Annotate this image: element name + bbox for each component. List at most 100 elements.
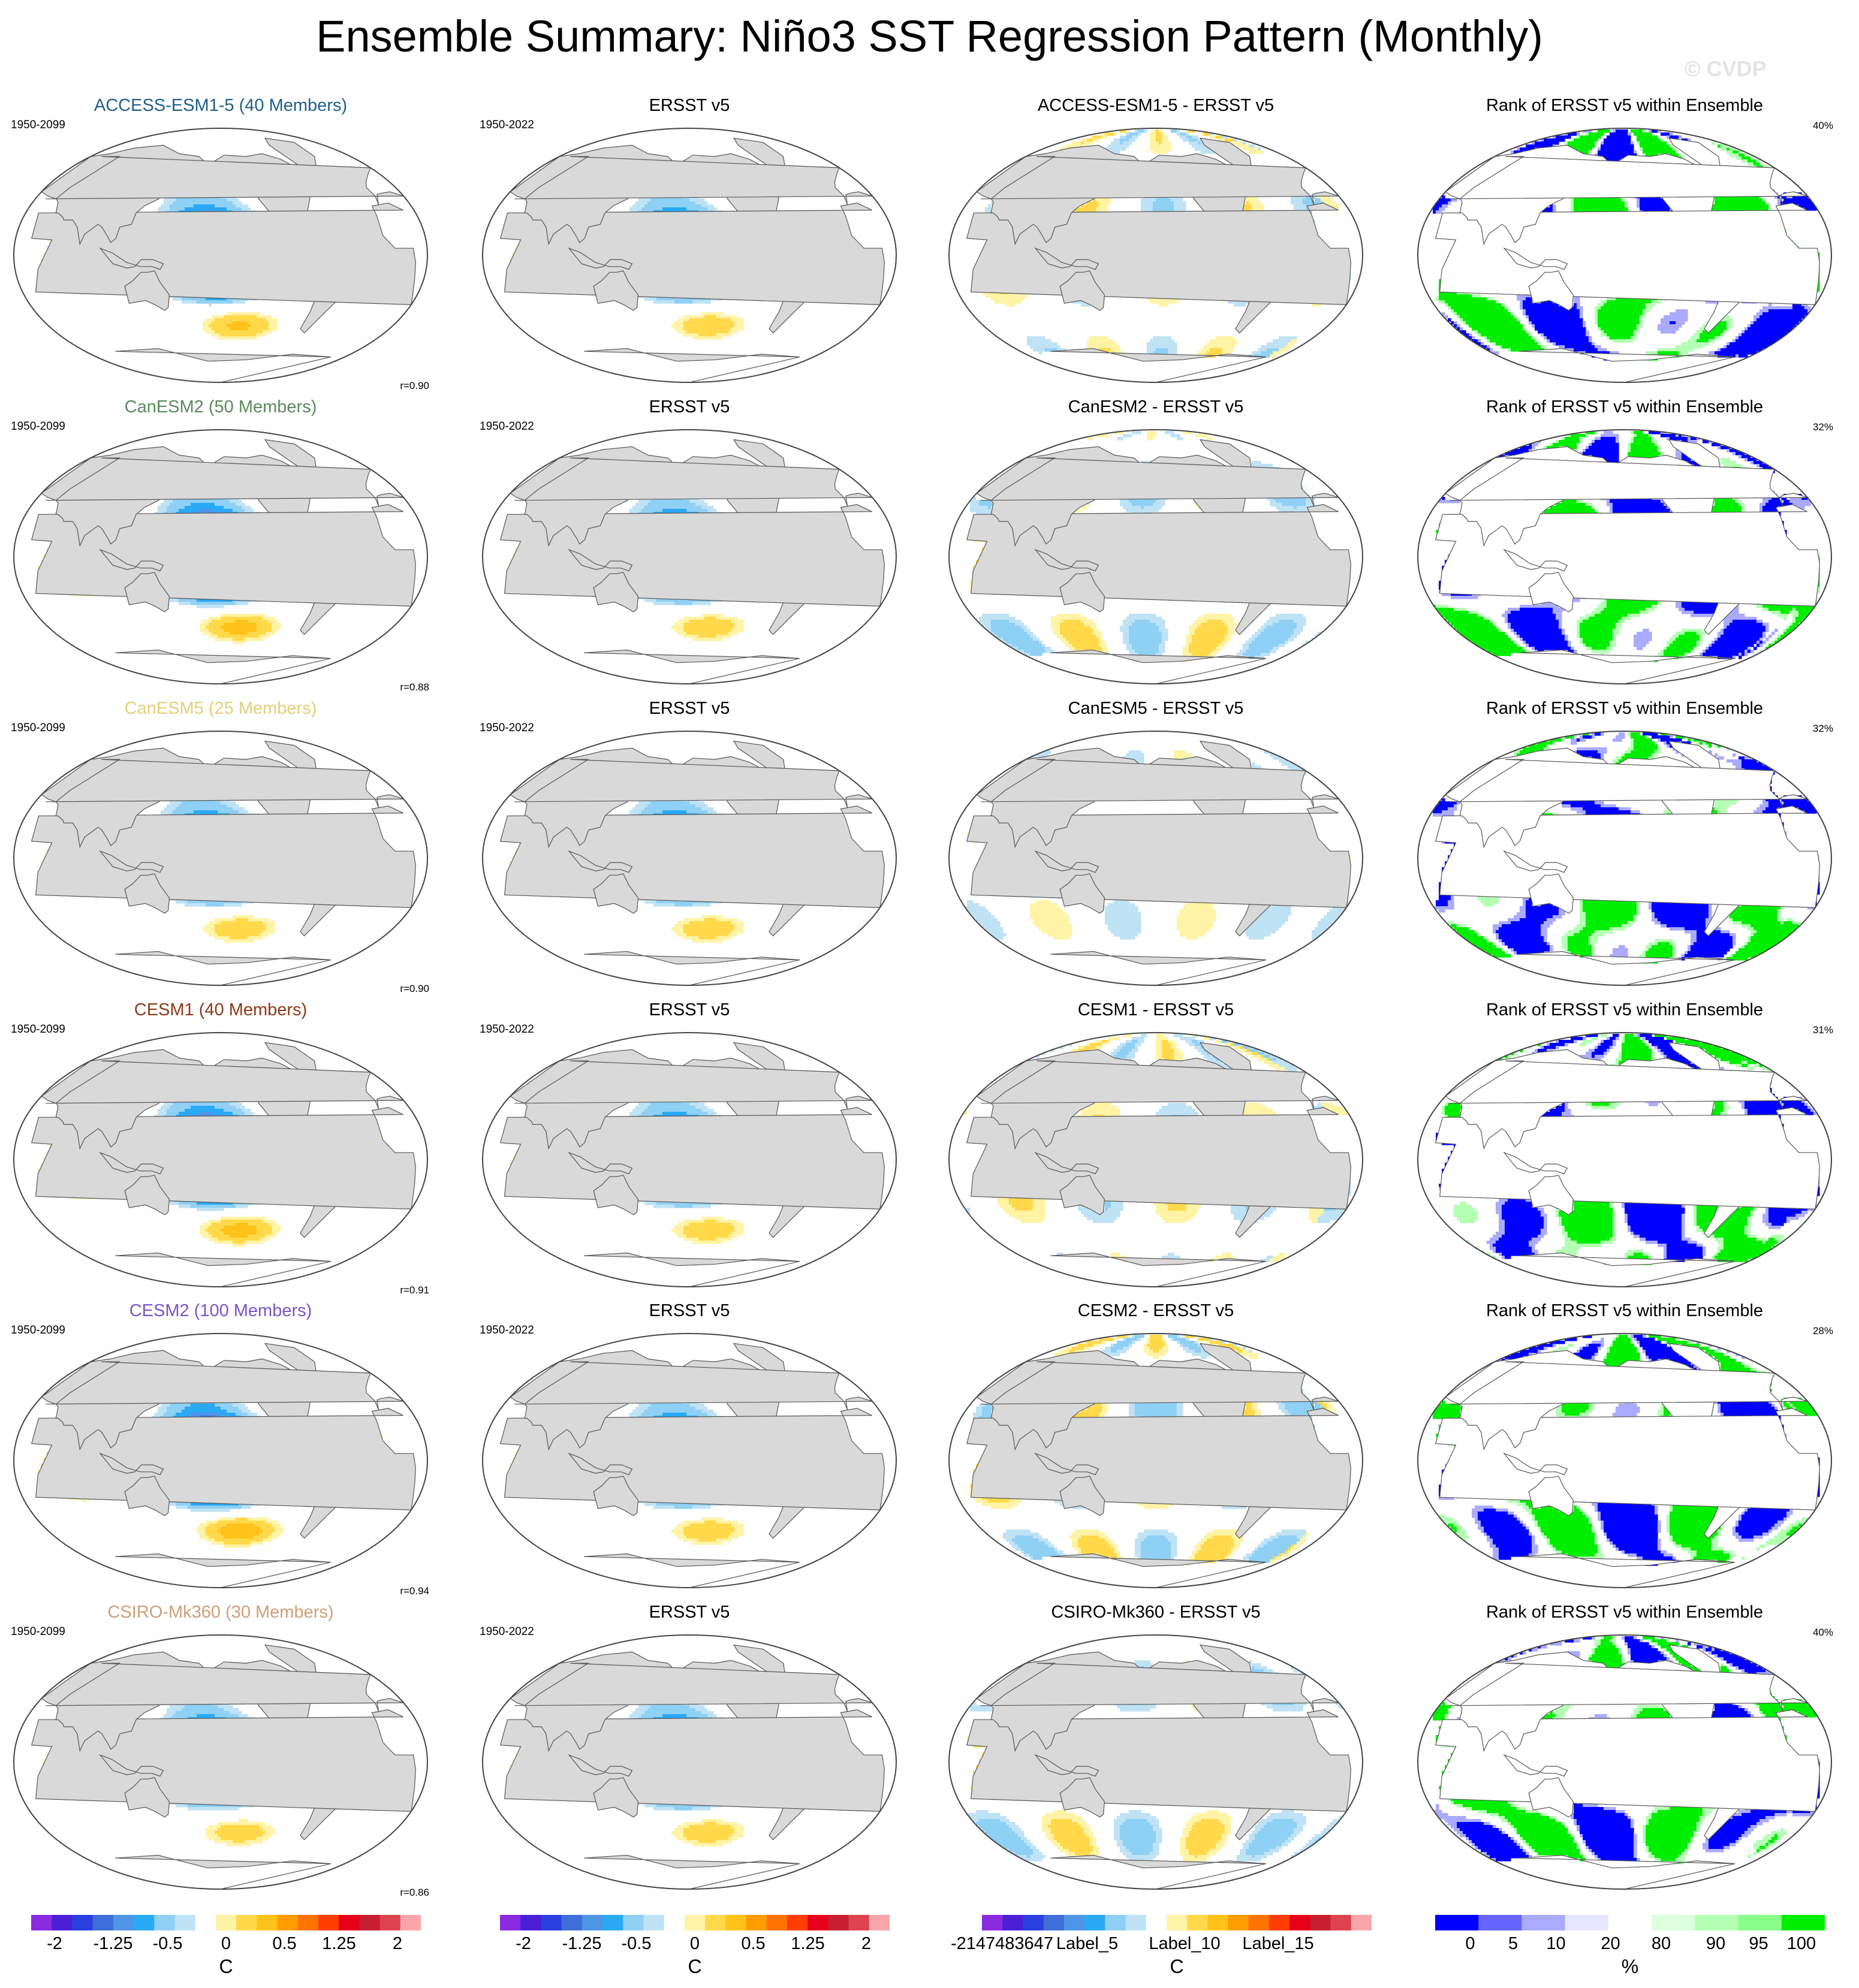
panel-r1-c4: Rank of ERSST v5 within Ensemble 40%: [1415, 96, 1834, 396]
panel-r6-c2: ERSST v5 1950-2022: [480, 1603, 899, 1902]
map-model: [11, 425, 430, 686]
panel-r5-c2: ERSST v5 1950-2022: [480, 1301, 899, 1601]
colorbar-swatch: [1652, 1915, 1695, 1930]
colorbar-swatch: [500, 1915, 521, 1930]
colorbar-swatch: [380, 1915, 401, 1930]
colorbar-swatch: [1739, 1915, 1782, 1930]
map-obs: [480, 123, 899, 385]
panel-r2-c1: CanESM2 (50 Members) 1950-2099 r=0.88: [11, 397, 430, 697]
map-diff: [946, 1329, 1366, 1590]
panel-r3-c4: Rank of ERSST v5 within Ensemble 32%: [1415, 699, 1834, 998]
colorbar-swatch: [1289, 1915, 1310, 1930]
colorbar-swatch: [52, 1915, 73, 1930]
colorbar-tick-label: Label_10: [1149, 1934, 1220, 1954]
colorbar-swatch: [93, 1915, 114, 1930]
map-model: [11, 726, 430, 988]
panel-title: ERSST v5: [480, 397, 899, 417]
colorbar-tick-label: 10: [1546, 1934, 1565, 1954]
map-diff: [946, 425, 1366, 686]
rank-percent-label: 32%: [1813, 723, 1833, 735]
colorbar-swatch: [31, 1915, 52, 1930]
colorbar-swatch: [1351, 1915, 1372, 1930]
panel-r5-c1: CESM2 (100 Members) 1950-2099 r=0.94: [11, 1301, 430, 1601]
colorbar-swatch: [849, 1915, 870, 1930]
colorbar-unit: C: [219, 1956, 233, 1978]
map-diff: [946, 1630, 1366, 1892]
colorbar-swatch: [195, 1915, 216, 1930]
colorbar-swatch: [623, 1915, 644, 1930]
colorbar-swatch: [134, 1915, 155, 1930]
panel-r4-c3: CESM1 - ERSST v5: [946, 1000, 1366, 1300]
panel-title: Rank of ERSST v5 within Ensemble: [1415, 96, 1834, 116]
panel-title: CESM1 (40 Members): [11, 1000, 430, 1020]
colorbar-swatch: [982, 1915, 1003, 1930]
colorbar-swatch: [1310, 1915, 1331, 1930]
colorbar-4: [1435, 1915, 1825, 1930]
panel-r3-c2: ERSST v5 1950-2022: [480, 699, 899, 998]
map-rank: [1415, 726, 1834, 988]
colorbar-1: [31, 1915, 421, 1930]
colorbar-swatch: [685, 1915, 706, 1930]
colorbar-swatch: [787, 1915, 808, 1930]
colorbar-tick-label: 0: [221, 1934, 231, 1954]
colorbar-tick-label: -2: [516, 1934, 531, 1954]
colorbar-swatch: [1228, 1915, 1249, 1930]
map-rank: [1415, 425, 1834, 686]
panel-r4-c4: Rank of ERSST v5 within Ensemble 31%: [1415, 1000, 1834, 1300]
colorbar-3: [982, 1915, 1372, 1930]
colorbar-tick-label: 80: [1652, 1934, 1671, 1954]
period-label: 1950-2099: [11, 1023, 65, 1036]
period-label: 1950-2099: [11, 1324, 65, 1337]
colorbar-tick-label: 1.25: [322, 1934, 355, 1954]
panel-title: CSIRO-Mk360 (30 Members): [11, 1603, 430, 1622]
colorbar-swatch: [1207, 1915, 1228, 1930]
period-label: 1950-2022: [480, 1324, 534, 1337]
panel-r5-c4: Rank of ERSST v5 within Ensemble 28%: [1415, 1301, 1834, 1601]
colorbar-swatch: [746, 1915, 767, 1930]
colorbar-swatch: [725, 1915, 746, 1930]
panel-title: ERSST v5: [480, 1301, 899, 1321]
map-obs: [480, 1630, 899, 1892]
period-label: 1950-2099: [11, 722, 65, 735]
panel-title: CanESM5 (25 Members): [11, 699, 430, 719]
map-obs: [480, 425, 899, 686]
colorbar-swatch: [1044, 1915, 1065, 1930]
panel-r4-c2: ERSST v5 1950-2022: [480, 1000, 899, 1300]
map-rank: [1415, 1028, 1834, 1289]
panel-r6-c4: Rank of ERSST v5 within Ensemble 40%: [1415, 1603, 1834, 1902]
colorbar-swatch: [1187, 1915, 1208, 1930]
colorbar-swatch: [1002, 1915, 1023, 1930]
period-label: 1950-2022: [480, 722, 534, 735]
panel-r1-c3: ACCESS-ESM1-5 - ERSST v5: [946, 96, 1366, 396]
map-diff: [946, 123, 1366, 385]
colorbar-swatch: [339, 1915, 360, 1930]
colorbar-swatch: [1565, 1915, 1609, 1930]
panel-r2-c3: CanESM2 - ERSST v5: [946, 397, 1366, 697]
colorbar-swatch: [113, 1915, 134, 1930]
panel-title: Rank of ERSST v5 within Ensemble: [1415, 1301, 1834, 1321]
panel-r3-c3: CanESM5 - ERSST v5: [946, 699, 1366, 998]
rank-percent-label: 28%: [1813, 1325, 1833, 1337]
colorbar-tick-label: 0.5: [741, 1934, 765, 1954]
panel-title: Rank of ERSST v5 within Ensemble: [1415, 397, 1834, 417]
colorbar-unit: C: [1170, 1956, 1183, 1978]
colorbar-swatch: [643, 1915, 664, 1930]
colorbar-swatch: [236, 1915, 257, 1930]
colorbar-tick-label: -1.25: [562, 1934, 601, 1954]
period-label: 1950-2099: [11, 119, 65, 132]
map-model: [11, 1630, 430, 1892]
cvdp-watermark: © CVDP: [1685, 56, 1767, 82]
colorbar-swatch: [154, 1915, 175, 1930]
panel-r6-c3: CSIRO-Mk360 - ERSST v5: [946, 1603, 1366, 1902]
map-obs: [480, 726, 899, 988]
pattern-correlation-label: r=0.90: [400, 380, 429, 392]
colorbar-swatch: [582, 1915, 603, 1930]
panel-title: CanESM2 (50 Members): [11, 397, 430, 417]
map-model: [11, 123, 430, 385]
colorbar-tick-label: 20: [1601, 1934, 1620, 1954]
colorbar-tick-label: 5: [1508, 1934, 1518, 1954]
panel-title: Rank of ERSST v5 within Ensemble: [1415, 699, 1834, 719]
pattern-correlation-label: r=0.91: [400, 1284, 429, 1296]
colorbar-tick-label: 0: [690, 1934, 700, 1954]
panel-title: CanESM5 - ERSST v5: [946, 699, 1366, 719]
